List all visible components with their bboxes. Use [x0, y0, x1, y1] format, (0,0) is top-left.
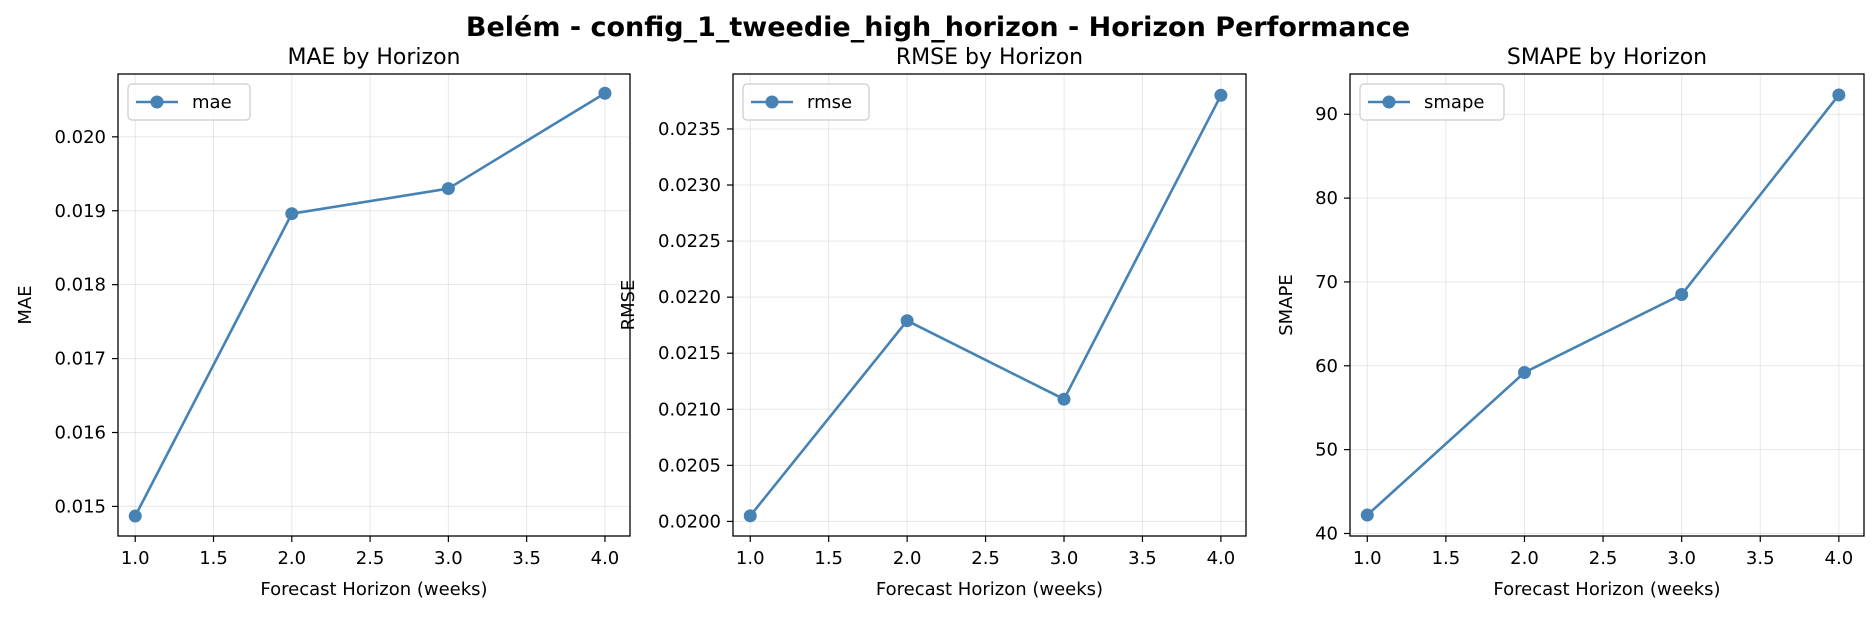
x-tick-label: 4.0 — [1207, 548, 1236, 569]
legend-box — [1359, 83, 1505, 121]
data-point — [743, 509, 757, 523]
y-tick-label: 50 — [1315, 440, 1338, 461]
x-tick-label: 1.0 — [736, 548, 765, 569]
legend-box — [742, 83, 870, 121]
y-tick-label: 0.0200 — [658, 511, 721, 532]
y-tick-label: 40 — [1315, 523, 1338, 544]
y-tick-label: 0.0205 — [658, 455, 721, 476]
y-tick-label: 70 — [1315, 272, 1338, 293]
legend-box — [127, 83, 251, 121]
y-tick-label: 80 — [1315, 188, 1338, 209]
legend-label: smape — [1424, 92, 1484, 113]
y-tick-label: 0.0220 — [658, 287, 721, 308]
y-axis-label: RMSE — [618, 280, 639, 331]
data-point — [598, 86, 612, 100]
series-line-rmse — [749, 94, 1223, 517]
y-tick-label: 0.017 — [54, 349, 106, 370]
data-point — [1517, 365, 1531, 379]
x-tick-label: 1.5 — [199, 548, 228, 569]
x-tick-label: 3.5 — [1746, 548, 1775, 569]
data-point — [1832, 88, 1846, 102]
x-tick-label: 4.0 — [591, 548, 620, 569]
x-tick-label: 2.0 — [1510, 548, 1539, 569]
x-tick-label: 3.5 — [1128, 548, 1157, 569]
y-tick-label: 0.0230 — [658, 175, 721, 196]
x-tick-label: 1.5 — [1432, 548, 1461, 569]
data-point — [1675, 288, 1689, 302]
x-tick-label: 2.5 — [356, 548, 385, 569]
y-tick-label: 0.0210 — [658, 399, 721, 420]
x-tick-label: 3.0 — [1667, 548, 1696, 569]
x-tick-label: 1.5 — [814, 548, 843, 569]
data-point — [900, 314, 914, 328]
legend: mae — [127, 83, 251, 121]
y-axis-label: MAE — [15, 285, 36, 324]
x-tick-label: 2.5 — [1589, 548, 1618, 569]
subplot-2: 1.0 1.5 2.0 2.5 3.0 3.5 4.0 40 50 60 70 80 90 SMAPE b… — [1276, 45, 1865, 600]
legend: smape — [1359, 83, 1505, 121]
x-tick-label: 3.0 — [434, 548, 463, 569]
data-point — [1214, 88, 1228, 102]
y-tick-label: 0.0235 — [658, 119, 721, 140]
subplot-0: 1.0 1.5 2.0 2.5 3.0 3.5 4.0 0.015 0.016 0.017 0.01… — [15, 45, 631, 600]
figure-suptitle: Belém - config_1_tweedie_high_horizon - … — [465, 12, 1411, 43]
x-axis-label: Forecast Horizon (weeks) — [260, 579, 487, 600]
data-point — [441, 182, 455, 196]
x-tick-label: 4.0 — [1825, 548, 1854, 569]
x-tick-label: 1.0 — [1353, 548, 1382, 569]
legend-marker — [150, 95, 164, 109]
axes-frame — [1349, 73, 1865, 537]
x-axis-label: Forecast Horizon (weeks) — [876, 579, 1103, 600]
x-tick-label: 2.5 — [971, 548, 1000, 569]
legend-label: rmse — [807, 92, 852, 113]
y-axis-label: SMAPE — [1276, 274, 1297, 336]
legend-marker — [765, 95, 779, 109]
y-tick-label: 0.0225 — [658, 231, 721, 252]
axes-frame — [732, 73, 1247, 537]
x-tick-label: 3.5 — [512, 548, 541, 569]
legend: rmse — [742, 83, 870, 121]
subplot-title: SMAPE by Horizon — [1507, 45, 1707, 70]
subplot-title: MAE by Horizon — [287, 45, 460, 70]
y-tick-label: 60 — [1315, 356, 1338, 377]
legend-label: mae — [192, 92, 232, 113]
x-tick-label: 1.0 — [121, 548, 150, 569]
x-tick-label: 3.0 — [1050, 548, 1079, 569]
x-tick-label: 2.0 — [277, 548, 306, 569]
data-point — [1360, 508, 1374, 522]
y-tick-label: 90 — [1315, 104, 1338, 125]
y-tick-label: 0.0215 — [658, 343, 721, 364]
axes-frame — [117, 73, 631, 537]
subplot-1: 1.0 1.5 2.0 2.5 3.0 3.5 4.0 0.0200 0.0205 0.0210 0… — [618, 45, 1247, 600]
y-tick-label: 0.018 — [54, 275, 106, 296]
data-point — [285, 207, 299, 221]
y-tick-label: 0.020 — [54, 127, 106, 148]
x-axis-label: Forecast Horizon (weeks) — [1493, 579, 1720, 600]
y-tick-label: 0.015 — [54, 496, 106, 517]
legend-marker — [1382, 95, 1396, 109]
y-tick-label: 0.016 — [54, 423, 106, 444]
series-line-mae — [134, 92, 606, 517]
y-tick-label: 0.019 — [54, 201, 106, 222]
data-point — [1057, 392, 1071, 406]
series-line-smape — [1366, 94, 1840, 517]
data-point — [128, 509, 142, 523]
subplot-title: RMSE by Horizon — [896, 45, 1083, 70]
x-tick-label: 2.0 — [893, 548, 922, 569]
